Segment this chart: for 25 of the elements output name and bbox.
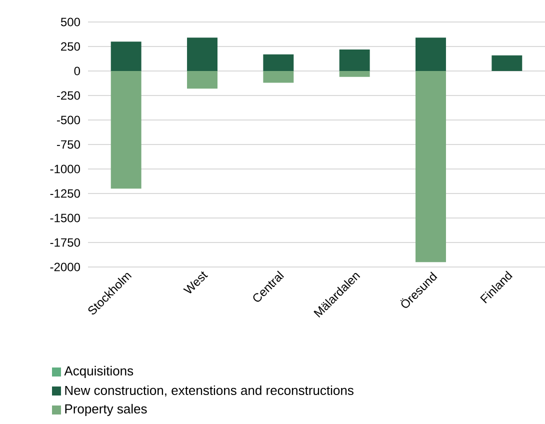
y-tick-label: -1250 <box>50 189 80 198</box>
bar <box>492 55 522 71</box>
bar <box>416 71 446 262</box>
y-tick-label: -2000 <box>50 262 80 272</box>
bar <box>339 71 370 77</box>
y-tick-label: -750 <box>56 140 80 149</box>
y-tick-label: -500 <box>56 116 80 124</box>
bar <box>110 42 142 71</box>
bar <box>187 38 218 71</box>
bar <box>110 71 142 189</box>
y-tick-label: -1000 <box>50 164 80 174</box>
y-tick-label: -1750 <box>50 238 80 247</box>
legend-label: New construction, extenstions and reconstructions <box>65 385 354 397</box>
y-tick-label: -1500 <box>50 214 80 222</box>
bar <box>339 49 370 71</box>
bar <box>263 54 294 71</box>
legend-label: Property sales <box>65 404 147 416</box>
bar <box>187 71 218 89</box>
y-tick-label: 0 <box>74 66 80 76</box>
bar <box>263 71 294 83</box>
y-tick-label: -250 <box>56 91 80 100</box>
y-tick-label: 250 <box>61 42 80 51</box>
y-tick-label: 500 <box>60 18 80 26</box>
bar <box>416 38 446 71</box>
legend-label: Acquisitions <box>64 366 134 378</box>
